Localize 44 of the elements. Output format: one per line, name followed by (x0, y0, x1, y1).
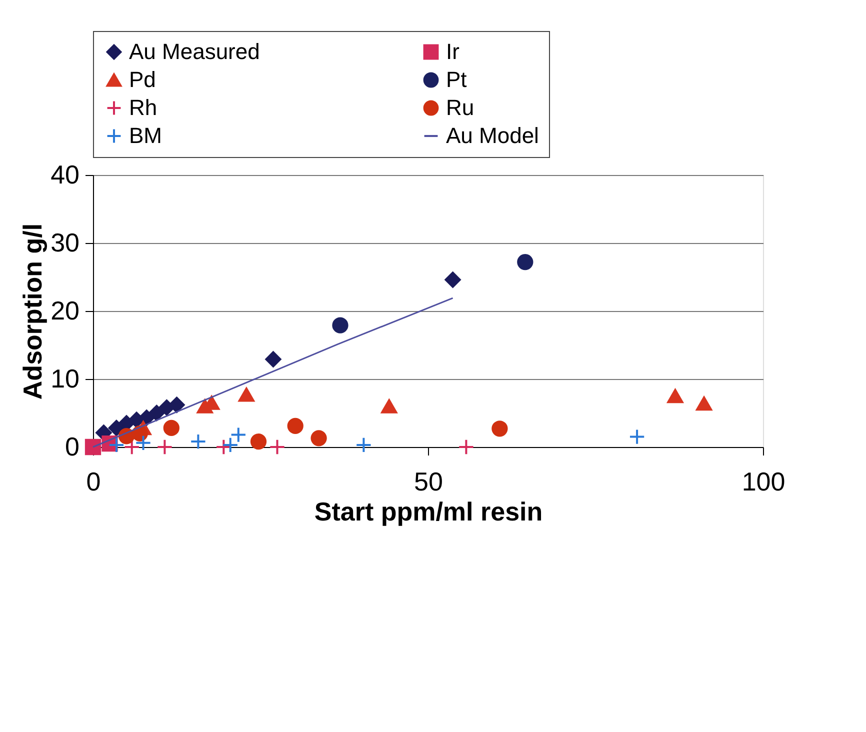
legend-label: Rh (129, 95, 158, 120)
point (148, 404, 165, 422)
point (222, 436, 238, 454)
point (238, 388, 254, 402)
point (84, 438, 102, 456)
point (108, 436, 125, 454)
x-tick-label: 50 (414, 466, 443, 496)
legend-label: Au Model (446, 123, 539, 148)
legend-label: Ru (446, 95, 474, 120)
y-tick-label: 30 (50, 228, 80, 258)
point (265, 351, 282, 368)
legend-label: BM (129, 123, 162, 148)
legend-label: Pd (129, 67, 156, 92)
point (156, 438, 173, 456)
point (356, 436, 372, 454)
legend-label: Au Measured (129, 39, 260, 64)
legend-label: Pt (446, 67, 467, 92)
y-tick-label: 40 (50, 160, 80, 190)
point (444, 272, 461, 288)
point (492, 420, 508, 437)
point (517, 254, 534, 270)
point (269, 438, 286, 456)
y-axis-title: Adsorption g/l (18, 223, 48, 400)
x-axis-title: Start ppm/ml resin (314, 496, 543, 526)
y-tick-label: 0 (65, 432, 80, 462)
y-tick-label: 20 (50, 296, 80, 326)
point (667, 388, 684, 404)
point (287, 418, 304, 434)
point (163, 420, 180, 436)
point (628, 428, 646, 445)
x-tick-label: 100 (742, 466, 786, 496)
point (332, 317, 348, 334)
point (458, 438, 474, 456)
point (381, 399, 398, 414)
point (168, 396, 185, 413)
point (135, 434, 152, 451)
point (190, 433, 206, 450)
point (250, 434, 267, 450)
point (696, 396, 712, 411)
x-tick-label: 0 (86, 466, 101, 496)
y-tick-label: 10 (50, 364, 80, 394)
point (310, 430, 327, 446)
legend-label: Ir (446, 39, 460, 64)
point (230, 426, 246, 443)
